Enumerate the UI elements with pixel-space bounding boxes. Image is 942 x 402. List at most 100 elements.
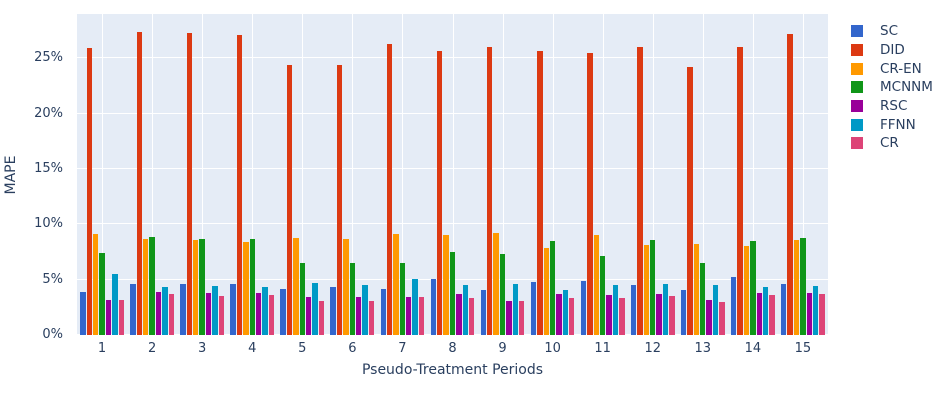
bar-mcnnm-period-3[interactable] [199,238,205,335]
bar-cr-en-period-15[interactable] [793,239,800,335]
bar-rsc-period-1[interactable] [105,299,112,335]
bar-rsc-period-9[interactable] [506,300,512,335]
bar-rsc-period-15[interactable] [806,292,812,335]
bar-ffnn-period-4[interactable] [262,287,268,335]
bar-sc-period-12[interactable] [630,285,637,335]
bar-mcnnm-period-13[interactable] [700,263,706,335]
bar-cr-period-2[interactable] [168,294,174,335]
bar-sc-period-11[interactable] [580,280,587,335]
bar-did-period-3[interactable] [186,32,193,335]
bar-sc-period-1[interactable] [80,291,86,335]
bar-sc-period-8[interactable] [430,278,436,335]
bar-cr-period-3[interactable] [218,296,225,335]
bar-sc-period-14[interactable] [730,277,737,335]
bar-rsc-period-8[interactable] [456,294,462,335]
bar-did-period-14[interactable] [737,47,743,335]
legend-item-cr-en[interactable]: CR-EN [851,59,933,78]
bar-mcnnm-period-12[interactable] [650,239,656,335]
bar-sc-period-2[interactable] [130,284,136,335]
bar-cr-en-period-11[interactable] [593,235,599,335]
bar-mcnnm-period-15[interactable] [800,237,806,335]
bar-cr-en-period-7[interactable] [393,234,399,335]
bar-cr-en-period-10[interactable] [543,247,549,335]
bar-rsc-period-11[interactable] [606,295,612,335]
bar-sc-period-6[interactable] [330,287,336,335]
bar-ffnn-period-9[interactable] [512,284,518,335]
bar-ffnn-period-5[interactable] [312,282,318,335]
bar-cr-period-13[interactable] [719,301,725,335]
bar-ffnn-period-1[interactable] [112,274,118,335]
bar-cr-period-15[interactable] [819,294,825,335]
bar-rsc-period-14[interactable] [756,292,762,335]
bar-cr-en-period-3[interactable] [193,239,199,335]
bar-did-period-8[interactable] [436,50,443,335]
bar-rsc-period-7[interactable] [406,297,412,335]
bar-rsc-period-12[interactable] [656,294,662,335]
bar-did-period-10[interactable] [537,50,543,335]
bar-did-period-9[interactable] [487,47,493,335]
bar-rsc-period-5[interactable] [305,297,312,335]
bar-mcnnm-period-4[interactable] [249,238,255,335]
bar-sc-period-9[interactable] [480,289,487,335]
bar-mcnnm-period-10[interactable] [549,240,556,335]
bar-cr-en-period-13[interactable] [693,244,700,335]
bar-ffnn-period-2[interactable] [162,287,168,335]
bar-cr-en-period-14[interactable] [743,246,750,335]
bar-cr-period-7[interactable] [418,297,425,335]
legend-item-ffnn[interactable]: FFNN [851,115,933,134]
bar-ffnn-period-10[interactable] [562,289,569,335]
bar-did-period-4[interactable] [236,35,243,335]
bar-mcnnm-period-1[interactable] [99,253,105,335]
bar-cr-period-5[interactable] [318,300,325,335]
bar-mcnnm-period-6[interactable] [349,263,356,335]
bar-mcnnm-period-14[interactable] [750,240,756,335]
bar-rsc-period-13[interactable] [706,299,712,335]
bar-ffnn-period-3[interactable] [212,286,218,335]
bar-mcnnm-period-2[interactable] [149,236,155,335]
bar-rsc-period-4[interactable] [255,292,262,335]
bar-ffnn-period-15[interactable] [812,286,819,335]
bar-did-period-12[interactable] [637,47,643,335]
bar-cr-period-12[interactable] [669,296,675,335]
bar-cr-en-period-9[interactable] [493,233,499,335]
legend-item-cr[interactable]: CR [851,134,933,153]
bar-did-period-15[interactable] [787,33,793,335]
bar-sc-period-13[interactable] [680,289,687,335]
bar-cr-period-8[interactable] [468,298,475,335]
bar-cr-period-10[interactable] [569,298,575,335]
bar-rsc-period-2[interactable] [155,291,162,335]
bar-did-period-2[interactable] [136,31,142,335]
bar-mcnnm-period-8[interactable] [449,251,456,335]
bar-cr-en-period-8[interactable] [443,235,449,335]
bar-cr-en-period-12[interactable] [643,245,650,335]
bar-did-period-11[interactable] [587,52,593,335]
bar-sc-period-7[interactable] [380,288,386,335]
bar-rsc-period-3[interactable] [205,292,212,335]
bar-did-period-5[interactable] [286,64,293,335]
bar-sc-period-10[interactable] [530,281,537,335]
bar-ffnn-period-11[interactable] [612,285,619,335]
bar-cr-period-1[interactable] [118,299,124,335]
bar-did-period-7[interactable] [386,43,393,335]
bar-cr-en-period-1[interactable] [92,234,99,335]
bar-rsc-period-6[interactable] [356,297,362,335]
legend-item-rsc[interactable]: RSC [851,97,933,116]
bar-sc-period-15[interactable] [781,284,787,335]
bar-sc-period-5[interactable] [280,288,286,335]
bar-ffnn-period-8[interactable] [462,285,468,335]
bar-ffnn-period-14[interactable] [762,287,769,335]
bar-cr-period-14[interactable] [769,295,775,335]
bar-mcnnm-period-7[interactable] [399,263,406,335]
bar-cr-period-4[interactable] [268,295,275,335]
bar-cr-en-period-5[interactable] [293,237,299,335]
bar-did-period-13[interactable] [687,67,693,335]
legend-item-sc[interactable]: SC [851,22,933,41]
bar-cr-en-period-6[interactable] [343,238,349,335]
bar-did-period-6[interactable] [336,64,343,335]
bar-ffnn-period-7[interactable] [412,278,418,335]
bar-sc-period-4[interactable] [230,284,236,335]
bar-ffnn-period-12[interactable] [662,284,669,335]
bar-cr-en-period-4[interactable] [243,242,249,335]
bar-did-period-1[interactable] [86,48,92,335]
bar-cr-period-9[interactable] [519,300,525,335]
